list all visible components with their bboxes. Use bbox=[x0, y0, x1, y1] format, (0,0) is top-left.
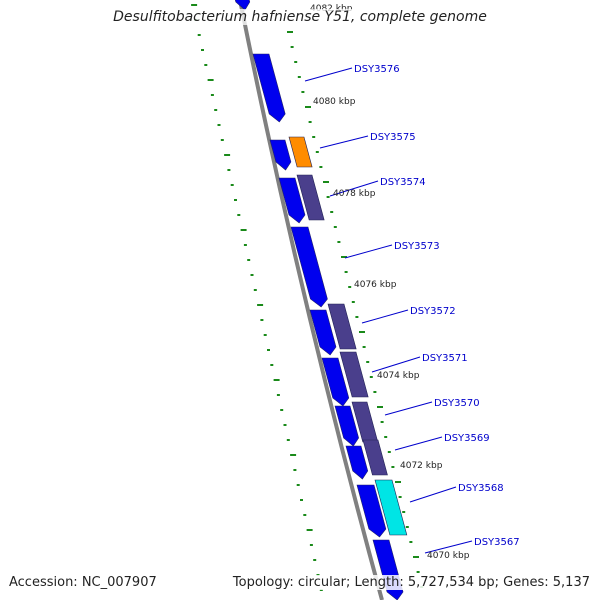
map-title: Desulfitobacterium hafniense Y51, comple… bbox=[0, 9, 600, 25]
kbp-scale-label: 4080 kbp bbox=[313, 97, 356, 107]
cds-arrow bbox=[278, 177, 306, 224]
cds-arrow bbox=[234, 0, 251, 11]
gene-label[interactable]: DSY3568 bbox=[458, 483, 504, 494]
cog-box bbox=[288, 136, 313, 168]
kbp-scale-label: 4074 kbp bbox=[377, 371, 420, 381]
gene-labels: DSY3576 DSY3575 DSY3574 DSY3573 DSY3572 DSY35… bbox=[304, 64, 520, 554]
genome-backbone bbox=[238, 0, 384, 600]
cds-arrow bbox=[321, 357, 350, 407]
label-leader-line bbox=[371, 356, 421, 373]
label-leader-line bbox=[409, 486, 457, 503]
gene-label[interactable]: DSY3569 bbox=[444, 433, 490, 444]
kbp-scale-label: 4076 kbp bbox=[354, 280, 397, 290]
cds-arrow bbox=[309, 309, 337, 356]
gene-label[interactable]: DSY3570 bbox=[434, 398, 480, 409]
cog-box bbox=[374, 479, 408, 536]
accession-text: Accession: NC_007907 bbox=[9, 575, 157, 590]
kbp-scale-label: 4070 kbp bbox=[427, 551, 470, 561]
kbp-scale-label: 4072 kbp bbox=[400, 461, 443, 471]
label-leader-line bbox=[329, 180, 379, 197]
label-leader-line bbox=[394, 436, 443, 451]
cog-box bbox=[362, 439, 388, 476]
label-leader-line bbox=[304, 67, 353, 82]
cds-arrow bbox=[345, 445, 369, 480]
cds-arrow bbox=[334, 405, 359, 447]
cds-arrow bbox=[269, 139, 292, 171]
cds-arrow bbox=[356, 484, 387, 538]
cds-arrow bbox=[252, 53, 286, 123]
gene-label[interactable]: DSY3574 bbox=[380, 177, 426, 188]
gene-label[interactable]: DSY3571 bbox=[422, 353, 468, 364]
scale-tick-dots bbox=[287, 31, 424, 588]
gene-label[interactable]: DSY3567 bbox=[474, 537, 520, 548]
label-leader-line bbox=[319, 135, 369, 149]
gene-label[interactable]: DSY3576 bbox=[354, 64, 400, 75]
label-leader-line bbox=[424, 540, 473, 554]
gene-label[interactable]: DSY3572 bbox=[410, 306, 456, 317]
gene-label[interactable]: DSY3575 bbox=[370, 132, 416, 143]
gene-label[interactable]: DSY3573 bbox=[394, 241, 440, 252]
cds-arrow bbox=[290, 226, 328, 308]
cog-box bbox=[296, 174, 325, 221]
label-leader-line bbox=[344, 244, 393, 259]
cog-box bbox=[339, 351, 369, 398]
genome-summary: Topology: circular; Length: 5,727,534 bp… bbox=[232, 575, 590, 590]
kbp-scale-label: 4078 kbp bbox=[333, 189, 376, 199]
label-leader-line bbox=[361, 309, 409, 324]
label-leader-line bbox=[384, 401, 433, 416]
gene-features bbox=[234, 0, 408, 600]
cog-box bbox=[327, 303, 357, 350]
